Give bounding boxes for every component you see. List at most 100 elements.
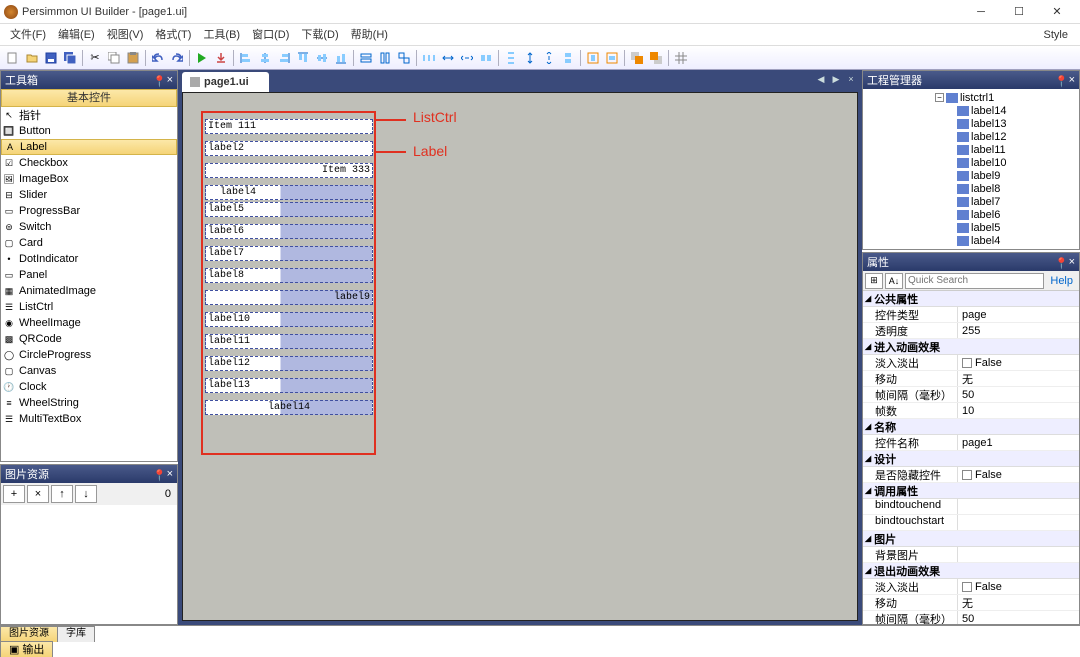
dist-v-icon[interactable] [502, 49, 520, 67]
prop-value[interactable]: 10 [958, 403, 1079, 418]
toolbox-item[interactable]: ▦AnimatedImage [1, 283, 177, 299]
download-icon[interactable] [212, 49, 230, 67]
tab-next-icon[interactable]: ▶ [829, 72, 843, 86]
close-icon[interactable]: × [1069, 74, 1075, 86]
prop-category[interactable]: ◢设计 [863, 451, 1079, 467]
prop-row[interactable]: 透明度255 [863, 323, 1079, 339]
tree-node-label[interactable]: label5 [971, 222, 1000, 234]
label-widget[interactable]: label12 [205, 356, 373, 371]
tree-node-label[interactable]: label4 [971, 235, 1000, 247]
pin-icon[interactable]: 📍 [1055, 75, 1065, 85]
dist-h3-icon[interactable] [458, 49, 476, 67]
pin-icon[interactable]: 📍 [1055, 257, 1065, 267]
close-button[interactable]: ✕ [1038, 1, 1076, 23]
toolbox-item[interactable]: 🔲Button [1, 123, 177, 139]
menu-item[interactable]: 编辑(E) [52, 25, 101, 45]
prop-row[interactable]: 帧间隔（毫秒）50 [863, 611, 1079, 624]
prop-value[interactable]: False [958, 355, 1079, 370]
alphabetical-icon[interactable]: A↓ [885, 273, 903, 289]
toolbox-item[interactable]: ☑Checkbox [1, 155, 177, 171]
prop-row[interactable]: 控件名称page1 [863, 435, 1079, 451]
prop-value[interactable]: page1 [958, 435, 1079, 450]
toolbox-item[interactable]: ▢Canvas [1, 363, 177, 379]
toolbox-item[interactable]: ▭Panel [1, 267, 177, 283]
checkbox-icon[interactable] [962, 470, 972, 480]
toolbox-item[interactable]: ☰MultiTextBox [1, 411, 177, 427]
tree-node-label[interactable]: label8 [971, 183, 1000, 195]
menu-item[interactable]: 文件(F) [4, 25, 52, 45]
label-widget[interactable]: label13 [205, 378, 373, 393]
toolbox-item[interactable]: ▢Card [1, 235, 177, 251]
prop-value[interactable]: 无 [958, 371, 1079, 386]
toolbox-item[interactable]: ↖指针 [1, 107, 177, 123]
tree-node-label[interactable]: label9 [971, 170, 1000, 182]
open-icon[interactable] [23, 49, 41, 67]
align-middle-icon[interactable] [313, 49, 331, 67]
prop-row[interactable]: bindtouchend [863, 499, 1079, 515]
grid-icon[interactable] [672, 49, 690, 67]
maximize-button[interactable]: ☐ [1000, 1, 1038, 23]
prop-row[interactable]: 是否隐藏控件False [863, 467, 1079, 483]
label-widget[interactable]: label11 [205, 334, 373, 349]
prop-category[interactable]: ◢退出动画效果 [863, 563, 1079, 579]
tree-node-label[interactable]: label6 [971, 209, 1000, 221]
toolbox-item[interactable]: ◉WheelImage [1, 315, 177, 331]
menu-item[interactable]: 工具(B) [197, 25, 246, 45]
prop-value[interactable] [958, 515, 1079, 530]
add-button[interactable]: + [3, 485, 25, 503]
prop-value[interactable]: False [958, 579, 1079, 594]
center-v-icon[interactable] [603, 49, 621, 67]
listctrl-widget[interactable]: Item 111label2Item 333label4label5label6… [201, 111, 376, 455]
label-widget[interactable]: label4 [205, 185, 373, 200]
prop-row[interactable]: 移动无 [863, 595, 1079, 611]
remove-vspace-icon[interactable] [559, 49, 577, 67]
menu-item[interactable]: 帮助(H) [345, 25, 394, 45]
tab-page1[interactable]: page1.ui [182, 72, 269, 92]
prop-category[interactable]: ◢公共属性 [863, 291, 1079, 307]
remove-button[interactable]: × [27, 485, 49, 503]
align-left-icon[interactable] [237, 49, 255, 67]
dist-h-icon[interactable] [420, 49, 438, 67]
redo-icon[interactable] [168, 49, 186, 67]
categorized-icon[interactable]: ⊞ [865, 273, 883, 289]
align-center-h-icon[interactable] [256, 49, 274, 67]
label-widget[interactable]: Item 333 [205, 163, 373, 178]
tree-node-label[interactable]: label13 [971, 118, 1006, 130]
saveall-icon[interactable] [61, 49, 79, 67]
remove-hspace-icon[interactable] [477, 49, 495, 67]
label-widget[interactable]: label8 [205, 268, 373, 283]
same-height-icon[interactable] [376, 49, 394, 67]
prop-category[interactable]: ◢名称 [863, 419, 1079, 435]
menu-item[interactable]: 窗口(D) [246, 25, 295, 45]
label-widget[interactable]: label9 [205, 290, 373, 305]
paste-icon[interactable] [124, 49, 142, 67]
prop-value[interactable]: page [958, 307, 1079, 322]
tab-output[interactable]: ▣ 输出 [0, 641, 53, 657]
prop-row[interactable]: bindtouchstart [863, 515, 1079, 531]
label-widget[interactable]: label6 [205, 224, 373, 239]
copy-icon[interactable] [105, 49, 123, 67]
tree-node-label[interactable]: label7 [971, 196, 1000, 208]
search-input[interactable] [905, 273, 1044, 289]
checkbox-icon[interactable] [962, 358, 972, 368]
pin-icon[interactable]: 📍 [153, 469, 163, 479]
toolbox-item[interactable]: ◯CircleProgress [1, 347, 177, 363]
align-right-icon[interactable] [275, 49, 293, 67]
new-icon[interactable] [4, 49, 22, 67]
toolbox-item[interactable]: 🕐Clock [1, 379, 177, 395]
align-bottom-icon[interactable] [332, 49, 350, 67]
toolbox-item[interactable]: ▭ProgressBar [1, 203, 177, 219]
dist-v3-icon[interactable] [540, 49, 558, 67]
prop-category[interactable]: ◢调用属性 [863, 483, 1079, 499]
prop-value[interactable] [958, 499, 1079, 514]
send-back-icon[interactable] [647, 49, 665, 67]
prop-row[interactable]: 控件类型page [863, 307, 1079, 323]
menu-item[interactable]: 视图(V) [101, 25, 150, 45]
toolbox-item[interactable]: 🖼ImageBox [1, 171, 177, 187]
prop-category[interactable]: ◢进入动画效果 [863, 339, 1079, 355]
close-icon[interactable]: × [167, 468, 173, 480]
pin-icon[interactable]: 📍 [153, 75, 163, 85]
style-menu[interactable]: Style [1044, 29, 1076, 41]
checkbox-icon[interactable] [962, 582, 972, 592]
toolbox-item[interactable]: ⊜Switch [1, 219, 177, 235]
